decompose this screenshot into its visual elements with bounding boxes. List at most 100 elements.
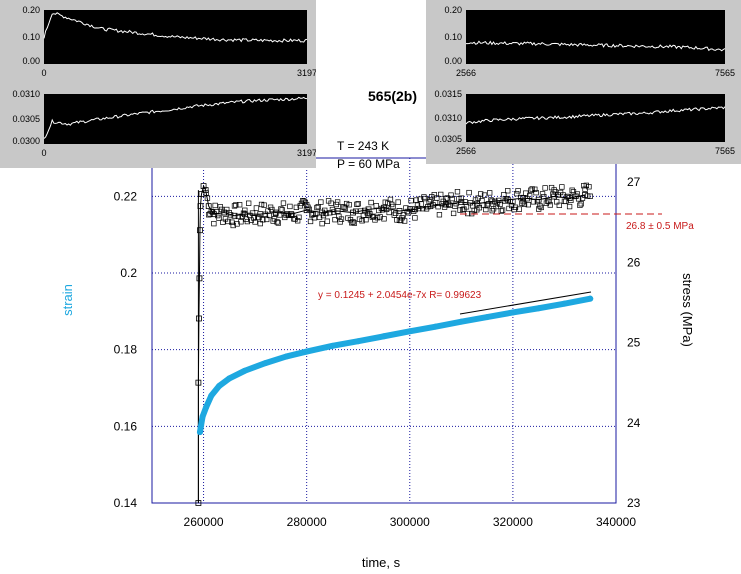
inset-y-tick-label: 0.0310 xyxy=(12,89,40,99)
stress-point xyxy=(287,203,293,210)
stress-point xyxy=(334,208,341,214)
stress-point xyxy=(560,192,566,198)
stress-point xyxy=(421,194,427,200)
y-left-axis-label: strain xyxy=(60,284,75,316)
inset-top-right: 0.20 0.10 0.00 2566 7565 xyxy=(426,0,741,84)
stress-point xyxy=(354,201,360,207)
stress-point xyxy=(525,202,532,208)
stress-point xyxy=(443,196,449,202)
strain-point xyxy=(329,342,336,349)
stress-point xyxy=(323,210,329,217)
chart-title: 565(2b) xyxy=(368,88,417,104)
stress-point xyxy=(253,205,260,211)
stress-point xyxy=(449,195,455,202)
stress-point xyxy=(278,206,284,212)
stress-point xyxy=(520,198,526,205)
stress-mean-annotation: 26.8 ± 0.5 MPa xyxy=(626,221,694,232)
stress-point xyxy=(390,203,396,210)
inset-x-tick-label: 2566 xyxy=(456,68,476,78)
stress-point xyxy=(306,206,312,212)
stress-point xyxy=(316,214,323,221)
stress-point xyxy=(547,202,553,208)
inset-bottom-left: 0.0310 0.0305 0.0300 0 3197 xyxy=(0,84,316,168)
stress-point xyxy=(459,207,466,213)
y-left-tick-label: 0.14 xyxy=(114,496,138,510)
strain-point xyxy=(535,305,542,312)
y-left-tick-label: 0.22 xyxy=(114,189,138,203)
inset-plot-area xyxy=(466,94,725,142)
stress-point xyxy=(212,202,218,209)
stress-point xyxy=(294,218,301,224)
stress-point xyxy=(515,188,521,194)
strain-point xyxy=(509,309,516,316)
stress-point xyxy=(566,203,573,210)
strain-point xyxy=(196,429,203,436)
stress-point xyxy=(242,207,248,213)
stress-point xyxy=(352,208,359,214)
inset-y-tick-label: 0.00 xyxy=(444,56,462,66)
stress-point xyxy=(238,219,244,225)
stress-point xyxy=(365,206,372,213)
x-tick-label: 300000 xyxy=(390,515,430,529)
stress-point xyxy=(313,211,319,217)
stress-point xyxy=(269,206,275,213)
stress-point xyxy=(528,187,534,193)
inset-top-left-chart: 0.20 0.10 0.000 3197 xyxy=(22,5,316,78)
stress-point xyxy=(276,212,283,218)
stress-point xyxy=(351,220,358,226)
stress-point xyxy=(197,227,203,234)
inset-y-tick-label: 0.0305 xyxy=(12,114,40,124)
strain-point xyxy=(484,314,491,321)
stress-point xyxy=(227,212,234,218)
stress-point xyxy=(414,202,421,208)
stress-point xyxy=(505,188,511,194)
stress-point xyxy=(244,218,251,225)
stress-point xyxy=(355,201,361,207)
stress-point xyxy=(427,197,434,203)
stress-point xyxy=(346,202,352,208)
x-axis-label: time, s xyxy=(362,555,401,570)
stress-point xyxy=(413,197,419,203)
y-left-tick-labels: 0.14 0.16 0.18 0.2 0.22 xyxy=(114,189,138,510)
inset-trace xyxy=(43,96,308,139)
stress-point xyxy=(392,210,399,216)
stress-point xyxy=(284,211,290,217)
stress-point xyxy=(496,197,502,204)
stress-point xyxy=(296,214,302,220)
stress-point xyxy=(532,186,538,192)
y-left-tick-label: 0.16 xyxy=(114,419,138,433)
stress-point xyxy=(458,195,464,201)
stress-point xyxy=(274,219,280,225)
stress-point xyxy=(422,195,428,202)
stress-point xyxy=(246,200,252,206)
strain-point xyxy=(561,300,568,307)
stress-point xyxy=(586,184,592,190)
strain-point xyxy=(406,328,413,335)
plot-frame xyxy=(151,157,617,504)
stress-point xyxy=(387,196,394,203)
inset-top-right-chart: 0.20 0.10 0.00 2566 7565 xyxy=(444,5,735,78)
inset-y-tick-label: 0.20 xyxy=(444,5,462,15)
stress-point xyxy=(514,191,520,197)
stress-point xyxy=(542,185,548,191)
stress-point xyxy=(307,218,314,225)
strain-point xyxy=(203,404,210,411)
stress-point xyxy=(386,209,392,216)
stress-point xyxy=(235,213,242,220)
stress-point xyxy=(541,194,547,200)
inset-y-tick-label: 0.00 xyxy=(22,56,40,66)
stress-point xyxy=(510,199,516,205)
stress-point xyxy=(395,199,401,205)
inset-top-left: 0.20 0.10 0.00 0 3197 xyxy=(0,0,316,84)
stress-point xyxy=(533,190,539,196)
stress-point xyxy=(371,213,377,219)
inset-x-tick-label: 3197 xyxy=(297,148,316,158)
inset-y-tick-label: 0.0300 xyxy=(12,136,40,146)
stress-point xyxy=(444,195,450,201)
stress-point xyxy=(434,195,440,201)
stress-point xyxy=(293,204,300,211)
pressure-annotation: P = 60 MPa xyxy=(337,157,400,171)
stress-point xyxy=(205,203,212,210)
strain-point xyxy=(262,360,269,367)
y-right-tick-label: 27 xyxy=(627,175,641,189)
